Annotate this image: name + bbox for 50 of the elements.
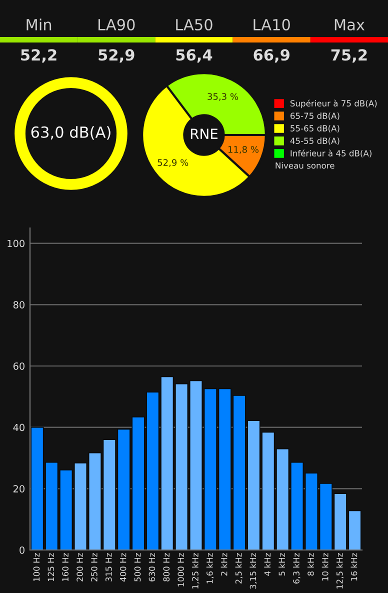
x-tick-label: 250 Hz: [91, 553, 98, 582]
x-tick-label: 100 Hz: [33, 553, 40, 582]
legend-label: 65-75 dB(A): [290, 112, 340, 120]
x-tick-label: 160 Hz: [62, 553, 69, 582]
legend-label: 55-65 dB(A): [290, 125, 340, 132]
legend-label: Supérieur à 75 dB(A): [290, 100, 377, 108]
legend-label: Inférieur à 45 dB(A): [290, 150, 372, 158]
category-label: LA10: [254, 18, 290, 30]
text: RNE: [190, 128, 218, 139]
data-label: 52,9 %: [158, 159, 188, 167]
x-tick-label: 125 Hz: [48, 553, 54, 582]
text: 63,0 dB(A): [31, 126, 110, 140]
x-tick-label: 500 Hz: [134, 553, 141, 582]
x-tick-label: 1000 Hz: [178, 553, 184, 586]
category-label: LA50: [176, 18, 212, 30]
x-tick-label: 12,5 kHz: [336, 553, 344, 589]
x-tick-label: 1,6 kHz: [206, 553, 214, 584]
x-tick-label: 6,3 kHz: [293, 553, 300, 584]
data-label: 52,2: [21, 49, 56, 63]
y-tick-label: 100: [8, 240, 24, 248]
y-tick-label: 80: [13, 301, 24, 308]
y-tick-label: 0: [20, 546, 24, 554]
x-tick-label: 5 kHz: [278, 553, 286, 576]
y-tick-label: 20: [13, 485, 24, 492]
data-label: 11,8 %: [228, 146, 259, 154]
x-tick-label: 3,15 kHz: [250, 553, 258, 589]
x-tick-label: 4 kHz: [264, 553, 270, 576]
category-label: LA90: [98, 18, 135, 30]
x-tick-label: 1,25 kHz: [192, 553, 200, 589]
x-tick-label: 8 kHz: [307, 553, 314, 576]
x-tick-label: 2,5 kHz: [235, 553, 243, 584]
legend-title: Niveau sonore: [276, 162, 334, 169]
x-tick-label: 630 Hz: [148, 553, 156, 582]
x-tick-label: 200 Hz: [76, 553, 83, 582]
legend-label: 45-55 dB(A): [290, 138, 340, 145]
data-label: 52,9: [98, 49, 134, 63]
data-label: 66,9: [254, 49, 290, 63]
category-label: Max: [334, 19, 364, 30]
x-tick-label: 2 kHz: [220, 553, 228, 576]
x-tick-label: 10 kHz: [322, 553, 328, 581]
category-label: Min: [26, 18, 52, 30]
y-tick-label: 60: [13, 362, 24, 370]
x-tick-label: 800 Hz: [163, 553, 170, 582]
data-label: 35,3 %: [208, 93, 238, 101]
x-tick-label: 16 kHz: [350, 553, 358, 581]
data-label: 75,2: [331, 49, 367, 63]
y-tick-label: 40: [13, 424, 24, 432]
x-tick-label: 315 Hz: [106, 553, 112, 582]
data-label: 56,4: [176, 49, 212, 63]
x-tick-label: 400 Hz: [120, 553, 126, 582]
